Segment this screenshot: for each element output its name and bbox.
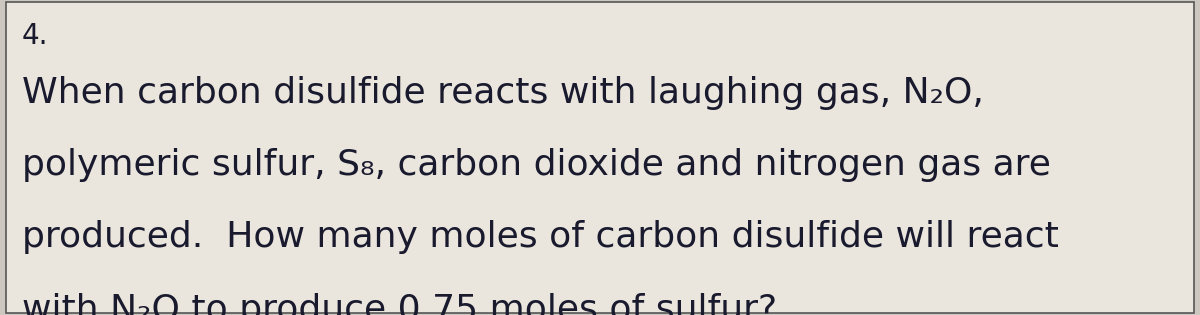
FancyBboxPatch shape xyxy=(6,2,1194,313)
Text: produced.  How many moles of carbon disulfide will react: produced. How many moles of carbon disul… xyxy=(22,220,1058,255)
Text: 4.: 4. xyxy=(22,22,48,50)
Text: When carbon disulfide reacts with laughing gas, N₂O,: When carbon disulfide reacts with laughi… xyxy=(22,76,984,110)
Text: polymeric sulfur, S₈, carbon dioxide and nitrogen gas are: polymeric sulfur, S₈, carbon dioxide and… xyxy=(22,148,1050,182)
Text: with N₂O to produce 0.75 moles of sulfur?: with N₂O to produce 0.75 moles of sulfur… xyxy=(22,293,776,315)
